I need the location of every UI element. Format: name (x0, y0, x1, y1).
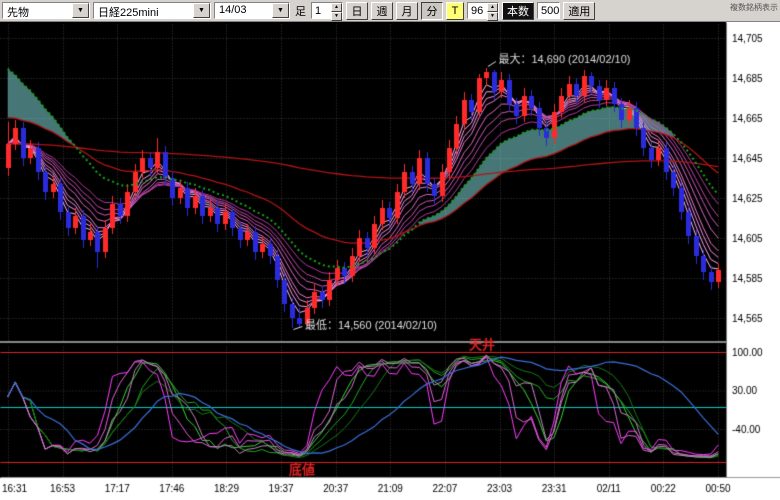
period-button-day[interactable]: 日 (346, 1, 368, 20)
contract-month-select[interactable]: 14/03 ▼ (214, 2, 290, 19)
chevron-down-icon[interactable]: ▼ (193, 3, 210, 18)
symbol-select[interactable]: 日経225mini ▼ (93, 2, 211, 19)
chevron-down-icon[interactable]: ▼ (272, 3, 289, 18)
spin-down-icon[interactable]: ▼ (331, 12, 342, 21)
bars-visible-input[interactable]: 96 ▲ ▼ (467, 2, 499, 21)
instrument-type-select[interactable]: 先物 ▼ (2, 2, 90, 19)
spin-up-icon[interactable]: ▲ (331, 3, 342, 12)
spinner-arrows[interactable]: ▲ ▼ (487, 3, 498, 21)
instrument-type-value: 先物 (7, 7, 29, 18)
tick-button[interactable]: T (446, 1, 464, 20)
interval-spinner[interactable]: 1 ▲ ▼ (311, 2, 343, 21)
symbol-value: 日経225mini (98, 7, 159, 18)
apply-button[interactable]: 適用 (563, 1, 596, 20)
bars-total-input[interactable]: 500 (537, 2, 561, 19)
bars-count-button[interactable]: 本数 (502, 1, 534, 20)
contract-month-value: 14/03 (219, 4, 247, 16)
toolbar: 先物 ▼ 日経225mini ▼ 14/03 ▼ 足 1 ▲ ▼ 日 週 月 分 … (0, 0, 780, 22)
bars-total-value: 500 (541, 4, 560, 17)
timeframe-label: 足 (295, 5, 306, 18)
bars-visible-value: 96 (471, 4, 484, 17)
spin-down-icon[interactable]: ▼ (487, 12, 498, 21)
chart-canvas[interactable] (0, 22, 780, 500)
spinner-arrows[interactable]: ▲ ▼ (331, 3, 342, 21)
interval-value: 1 (315, 4, 322, 17)
chevron-down-icon[interactable]: ▼ (72, 3, 89, 18)
period-button-week[interactable]: 週 (371, 1, 393, 20)
multi-symbol-text: 複数銘柄表示 (730, 3, 778, 12)
period-button-month[interactable]: 月 (396, 1, 418, 20)
period-button-minute[interactable]: 分 (421, 1, 443, 20)
spin-up-icon[interactable]: ▲ (487, 3, 498, 12)
